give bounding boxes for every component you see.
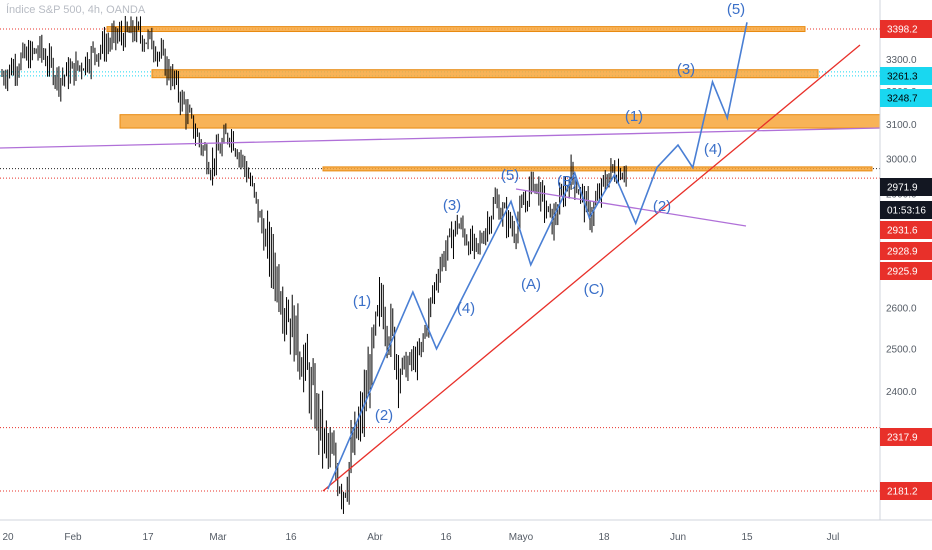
price-tag-bg <box>880 201 932 219</box>
x-tick-label: 17 <box>142 532 154 543</box>
wave-label: (2) <box>653 198 671 215</box>
y-tick-label: 2400.0 <box>886 387 917 398</box>
price-tags: 3398.2 3261.3 3248.7 2971.9 01:53:16 2931.6 29… <box>880 20 932 500</box>
wave-labels: (1) (2) (3) (4) (5) (A) (B) (C) (1) (2) (3) (4) (5) <box>353 1 745 424</box>
x-tick-label: 20 <box>2 532 14 543</box>
y-tick-label: 3000.0 <box>886 154 917 165</box>
wave-path <box>327 22 748 490</box>
price-tag-label: 2928.9 <box>887 247 918 258</box>
x-tick-label: 16 <box>440 532 452 543</box>
wave-label: (A) <box>521 276 541 293</box>
zones <box>106 26 881 172</box>
resistance-zone <box>151 69 819 79</box>
x-tick-label: Jun <box>670 532 686 543</box>
resistance-zone <box>106 26 806 33</box>
price-tag-bg <box>880 482 932 500</box>
wave-label: (C) <box>584 281 605 298</box>
y-tick-label: 2600.0 <box>886 303 917 314</box>
elliott-wave-path <box>327 22 748 490</box>
price-tag-bg <box>880 20 932 38</box>
trend-lines <box>0 44 881 492</box>
wave-label: (2) <box>375 407 393 424</box>
price-tag-bg <box>880 89 932 107</box>
price-tag-bg <box>880 178 932 196</box>
price-tag-bg <box>880 221 932 239</box>
x-tick-label: Feb <box>64 532 82 543</box>
price-tag-label: 2971.9 <box>887 183 918 194</box>
price-tag-label: 2317.9 <box>887 433 918 444</box>
x-tick-label: Abr <box>367 532 383 543</box>
x-tick-label: Mar <box>209 532 227 543</box>
wave-label: (3) <box>677 61 695 78</box>
y-tick-label: 2500.0 <box>886 344 917 355</box>
price-tag-bg <box>880 428 932 446</box>
resistance-zone <box>322 166 873 172</box>
price-tag-label: 3261.3 <box>887 72 918 83</box>
x-tick-label: Jul <box>827 532 840 543</box>
price-tag-label: 3248.7 <box>887 94 918 105</box>
chart-title: Índice S&P 500, 4h, OANDA <box>6 4 146 16</box>
price-candles <box>1 15 627 514</box>
wave-label: (1) <box>625 108 643 125</box>
wave-label: (1) <box>353 293 371 310</box>
wave-label: (4) <box>704 141 722 158</box>
price-tag-label: 2931.6 <box>887 226 918 237</box>
trendline <box>322 44 861 492</box>
price-tag-label: 2925.9 <box>887 267 918 278</box>
wave-label: (4) <box>457 300 475 317</box>
wave-label: (3) <box>443 197 461 214</box>
price-tag-label: 2181.2 <box>887 487 918 498</box>
y-tick-label: 3100.0 <box>886 120 917 131</box>
x-tick-label: 15 <box>741 532 753 543</box>
price-tag-label: 3398.2 <box>887 25 918 36</box>
price-tag-label: 01:53:16 <box>887 206 926 217</box>
x-tick-label: 16 <box>285 532 297 543</box>
wave-label: (B) <box>557 173 577 190</box>
wave-label: (5) <box>501 167 519 184</box>
wave-label: (5) <box>727 1 745 18</box>
fan-line <box>515 188 747 227</box>
price-tag-bg <box>880 262 932 280</box>
price-tag-bg <box>880 242 932 260</box>
y-tick-label: 3300.0 <box>886 55 917 66</box>
resistance-zone <box>119 114 881 129</box>
x-tick-label: 18 <box>598 532 610 543</box>
time-axis-bg <box>0 520 932 550</box>
price-tag-bg <box>880 67 932 85</box>
x-tick-label: Mayo <box>509 532 534 543</box>
resistance-line <box>0 127 881 149</box>
